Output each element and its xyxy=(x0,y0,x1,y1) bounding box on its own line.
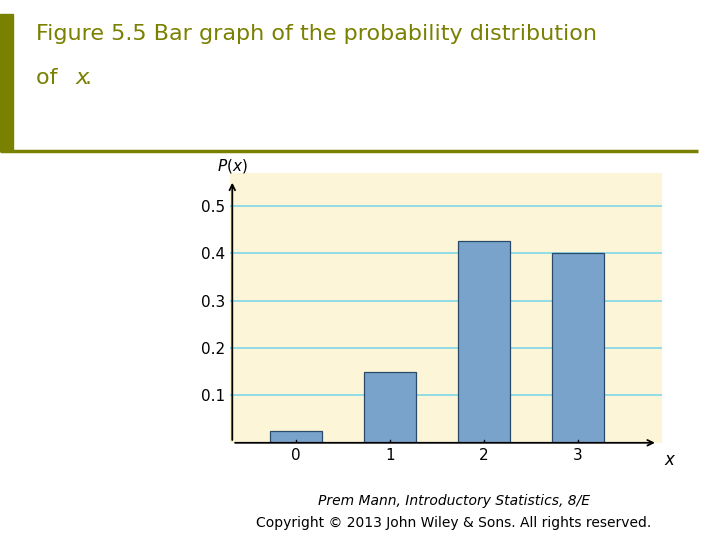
Text: x: x xyxy=(76,68,89,87)
Bar xyxy=(552,253,603,443)
Text: Figure 5.5 Bar graph of the probability distribution: Figure 5.5 Bar graph of the probability … xyxy=(36,24,597,44)
Text: $P(x)$: $P(x)$ xyxy=(217,157,248,175)
Text: x: x xyxy=(665,451,674,469)
Text: .: . xyxy=(85,68,92,87)
Bar xyxy=(364,372,416,443)
Bar xyxy=(270,431,322,443)
Bar xyxy=(458,241,510,443)
Text: Copyright © 2013 John Wiley & Sons. All rights reserved.: Copyright © 2013 John Wiley & Sons. All … xyxy=(256,516,651,530)
Text: Prem Mann, Introductory Statistics, 8/E: Prem Mann, Introductory Statistics, 8/E xyxy=(318,494,590,508)
Text: of: of xyxy=(36,68,65,87)
